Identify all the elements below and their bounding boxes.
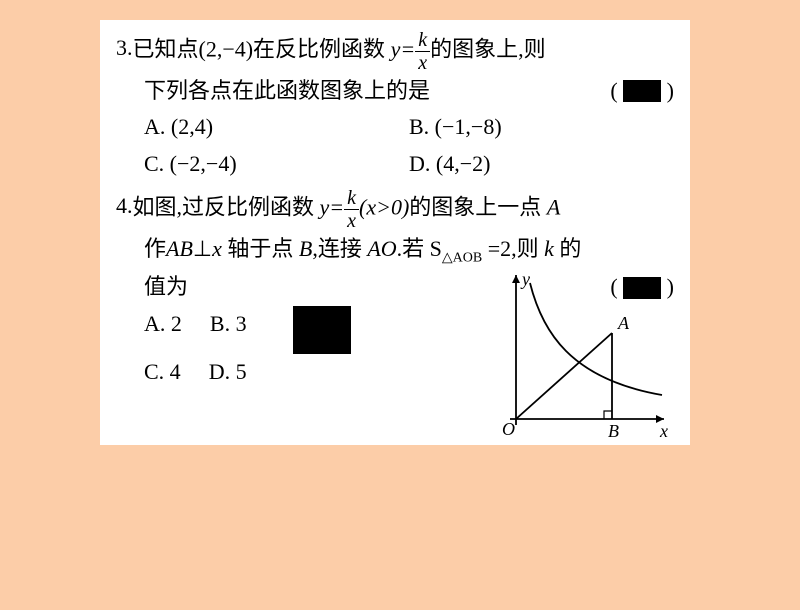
q4-fraction: kx <box>344 188 359 231</box>
q4-option-d: D. 5 <box>209 354 247 390</box>
q4-AB: AB <box>166 236 193 261</box>
q3-options-row1: A. (2,4) B. (−1,−8) <box>116 109 674 145</box>
mask-shape <box>180 530 330 610</box>
q4-frac-num: k <box>344 188 359 210</box>
q4-perp: ⊥ <box>193 236 212 261</box>
q4-option-c: C. 4 <box>144 354 181 390</box>
q3-line2-text: 下列各点在此函数图象上的是 <box>144 73 610 109</box>
q3-frac-num: k <box>415 30 430 52</box>
svg-text:B: B <box>608 421 619 439</box>
q3-answer-paren: ( ) <box>610 73 674 109</box>
q4-option-a: A. 2 <box>144 306 182 354</box>
q4-options-row2: C. 4 D. 5 <box>116 354 488 390</box>
q4-l2b: 轴于点 <box>222 236 299 261</box>
q4-option-b: B. 3 <box>210 306 247 354</box>
q3-option-b: B. (−1,−8) <box>409 109 674 145</box>
svg-text:A: A <box>617 313 630 333</box>
q4-text: 如图,过反比例函数 y=kx(x>0)的图象上一点 A <box>133 188 675 231</box>
q4-eq-lhs: y= <box>320 194 345 219</box>
q3-text: 已知点(2,−4)在反比例函数 y=kx的图象上,则 <box>133 30 675 73</box>
q3-option-a: A. (2,4) <box>144 109 409 145</box>
q3-number: 3. <box>116 30 133 66</box>
question-4: 4. 如图,过反比例函数 y=kx(x>0)的图象上一点 A 作AB⊥x 轴于点… <box>116 188 674 439</box>
q4-l2a: 作 <box>144 236 166 261</box>
q4-cond: (x>0) <box>359 194 409 219</box>
q4-l2c: ,连接 <box>312 236 367 261</box>
question-3: 3. 已知点(2,−4)在反比例函数 y=kx的图象上,则 下列各点在此函数图象… <box>116 30 674 182</box>
q3-line2: 下列各点在此函数图象上的是 ( ) <box>116 73 674 109</box>
answer-blank-icon <box>623 277 661 299</box>
q4-l2d: .若 S <box>397 236 442 261</box>
q3-text-a: 已知点(2,−4)在反比例函数 <box>133 37 391 62</box>
q4-B: B <box>299 236 312 261</box>
q3-fraction: kx <box>415 30 430 73</box>
q4-answer-paren: ( ) <box>610 269 674 305</box>
answer-blank-icon <box>623 80 661 102</box>
q4-AO: AO <box>367 236 396 261</box>
svg-text:y: y <box>520 269 530 289</box>
q3-options-row2: C. (−2,−4) D. (4,−2) <box>116 146 674 182</box>
q4-frac-den: x <box>344 210 359 231</box>
q3-option-c: C. (−2,−4) <box>144 146 409 182</box>
svg-text:x: x <box>659 421 668 439</box>
q4-point-a: A <box>547 194 560 219</box>
content-card: 3. 已知点(2,−4)在反比例函数 y=kx的图象上,则 下列各点在此函数图象… <box>100 20 690 445</box>
q4-line2: 作AB⊥x 轴于点 B,连接 AO.若 S△AOB =2,则 k 的 <box>116 231 674 269</box>
q3-text-b: 的图象上,则 <box>430 37 546 62</box>
q4-line3: 值为 ( ) <box>116 269 488 305</box>
q4-line3-text: 值为 <box>144 269 488 305</box>
q4-text-a: 如图,过反比例函数 <box>133 194 320 219</box>
svg-text:O: O <box>502 419 515 439</box>
q4-k: k <box>544 236 554 261</box>
mask-shape <box>97 450 133 510</box>
q4-options-row1: A. 2 B. 3 <box>116 306 488 354</box>
q4-left-col: 值为 ( ) A. 2 B. 3 C. 4 D. 5 <box>116 269 488 439</box>
q4-text-b: 的图象上一点 <box>409 194 547 219</box>
q3-option-d: D. (4,−2) <box>409 146 674 182</box>
q4-tri: △AOB <box>442 250 482 265</box>
q4-l2e: =2,则 <box>482 236 544 261</box>
q4-line1: 4. 如图,过反比例函数 y=kx(x>0)的图象上一点 A <box>116 188 674 231</box>
q3-eq-lhs: y= <box>391 37 416 62</box>
q4-body: 值为 ( ) A. 2 B. 3 C. 4 D. 5 O B Ax y <box>116 269 674 439</box>
q4-x: x <box>212 236 222 261</box>
q3-frac-den: x <box>415 52 430 73</box>
q3-line1: 3. 已知点(2,−4)在反比例函数 y=kx的图象上,则 <box>116 30 674 73</box>
q4-number: 4. <box>116 188 133 224</box>
occlusion-box-icon <box>293 306 351 354</box>
q4-l2f: 的 <box>554 236 582 261</box>
